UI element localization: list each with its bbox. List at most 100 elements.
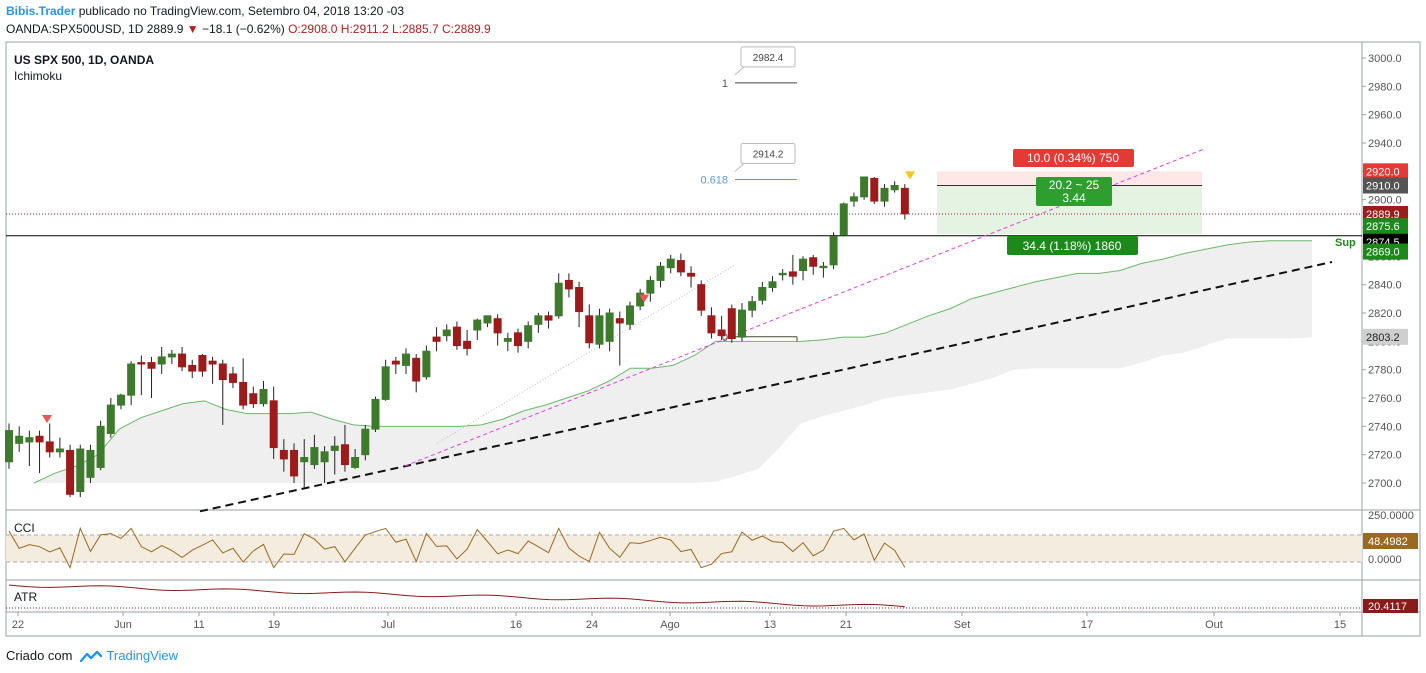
target-label-bg	[1013, 149, 1134, 167]
candle-body	[310, 447, 319, 466]
candle-body	[15, 435, 24, 444]
y-tick-label: 2900.0	[1368, 195, 1402, 207]
candle-body	[391, 360, 400, 365]
y-tick-label: 2940.0	[1368, 138, 1402, 150]
candle-body	[860, 176, 869, 198]
y-tick-label: 2740.0	[1368, 421, 1402, 433]
candle-body	[5, 430, 13, 463]
candle-body	[96, 425, 105, 468]
candle-body	[717, 329, 726, 337]
candle-body	[300, 457, 309, 463]
candle-body	[564, 279, 573, 290]
candle-body	[45, 441, 54, 453]
candle-body	[829, 236, 838, 266]
candle-body	[554, 282, 563, 317]
candle-body	[748, 301, 757, 311]
ohlc-values: O:2908.0 H:2911.2 L:2885.7 C:2889.9	[288, 22, 491, 36]
candle-body	[707, 315, 716, 334]
candle-body	[422, 350, 431, 378]
publication-info: publicado no TradingView.com, Setembro 0…	[78, 4, 405, 18]
price-label-2910-bg	[1363, 177, 1408, 194]
chart-title: US SPX 500, 1D, OANDA	[14, 53, 155, 67]
candle-body	[514, 332, 522, 347]
x-tick-label: 22	[12, 619, 24, 631]
atr-label: ATR	[14, 590, 37, 604]
x-tick-label: 19	[268, 619, 280, 631]
price-label-2869: 2869.0	[1366, 247, 1400, 259]
indicator-name: Ichimoku	[14, 69, 63, 83]
candle-body	[483, 315, 492, 324]
candle-body	[412, 357, 421, 382]
publication-header: Bibis.Trader publicado no TradingView.co…	[6, 4, 404, 19]
author-name[interactable]: Bibis.Trader	[6, 4, 76, 18]
stop-label: 34.4 (1.18%) 1860	[1023, 239, 1122, 253]
candle-body	[493, 318, 502, 334]
candle-body	[890, 185, 899, 191]
cci-line	[8, 526, 906, 569]
fib-box-top-pointer	[734, 66, 745, 76]
candle-body	[605, 312, 614, 342]
candle-body	[127, 363, 136, 396]
candle-body	[656, 265, 665, 281]
candle-body	[106, 404, 115, 434]
candle-body	[615, 318, 624, 324]
fib-box-top-label: 2982.4	[753, 53, 784, 64]
y-tick-label: 2760.0	[1368, 393, 1402, 405]
candle-body	[544, 315, 553, 321]
cci-label: CCI	[14, 521, 35, 535]
alert-marker	[905, 171, 915, 180]
tradingview-link[interactable]: TradingView	[80, 648, 178, 663]
sell-signal-marker	[42, 415, 52, 423]
price-label-cloud: 2803.2	[1366, 332, 1400, 344]
y-tick-label: 3000.0	[1368, 53, 1402, 65]
price-label-2910: 2910.0	[1366, 181, 1400, 193]
candle-body	[157, 356, 166, 365]
candle-body	[452, 326, 461, 347]
candle-body	[259, 389, 268, 405]
candle-body	[147, 362, 156, 369]
footer: Criado com TradingView	[6, 648, 178, 663]
black-trendline	[199, 261, 1333, 513]
price-label-2869-bg	[1363, 243, 1408, 260]
candle-body	[218, 363, 227, 381]
atr-value: 20.4117	[1368, 601, 1407, 613]
down-arrow-icon: ▼	[186, 22, 199, 36]
candle-body	[503, 338, 512, 342]
candle-body	[330, 445, 339, 451]
y-tick-label: 2700.0	[1368, 478, 1402, 490]
candle-body	[524, 325, 533, 342]
y-tick-label: 2840.0	[1368, 280, 1402, 292]
candle-body	[432, 336, 441, 342]
candle-body	[137, 362, 146, 365]
atr-value-bg	[1363, 599, 1418, 613]
candle-body	[727, 308, 736, 339]
candle-body	[473, 319, 482, 331]
candle-body	[402, 353, 411, 366]
y-tick-label: 2820.0	[1368, 308, 1402, 320]
ratio-label-bg	[1036, 177, 1112, 206]
x-tick-label: 21	[840, 619, 852, 631]
candle-body	[116, 394, 125, 406]
candle-body	[55, 448, 64, 453]
x-tick-label: 24	[586, 619, 598, 631]
created-with-label: Criado com	[6, 648, 73, 663]
candle-body	[839, 203, 848, 236]
x-tick-label: Out	[1205, 619, 1223, 631]
x-tick-label: Ago	[660, 619, 680, 631]
candle-body	[76, 448, 85, 492]
fib-box-mid-pointer	[734, 163, 745, 172]
x-tick-label: 13	[764, 619, 776, 631]
candle-body	[361, 428, 370, 456]
candle-body	[208, 360, 217, 365]
x-tick-label: 17	[1081, 619, 1093, 631]
price-label-last-bg	[1363, 205, 1408, 222]
x-tick-label: Jun	[114, 619, 132, 631]
candle-body	[198, 355, 207, 372]
y-tick-label: 2960.0	[1368, 110, 1402, 122]
stop-label-bg	[1007, 236, 1138, 255]
candle-body	[585, 315, 594, 344]
candle-body	[279, 449, 288, 460]
tradingview-logo-icon	[80, 650, 103, 662]
fib-label-1: 1	[722, 78, 728, 90]
